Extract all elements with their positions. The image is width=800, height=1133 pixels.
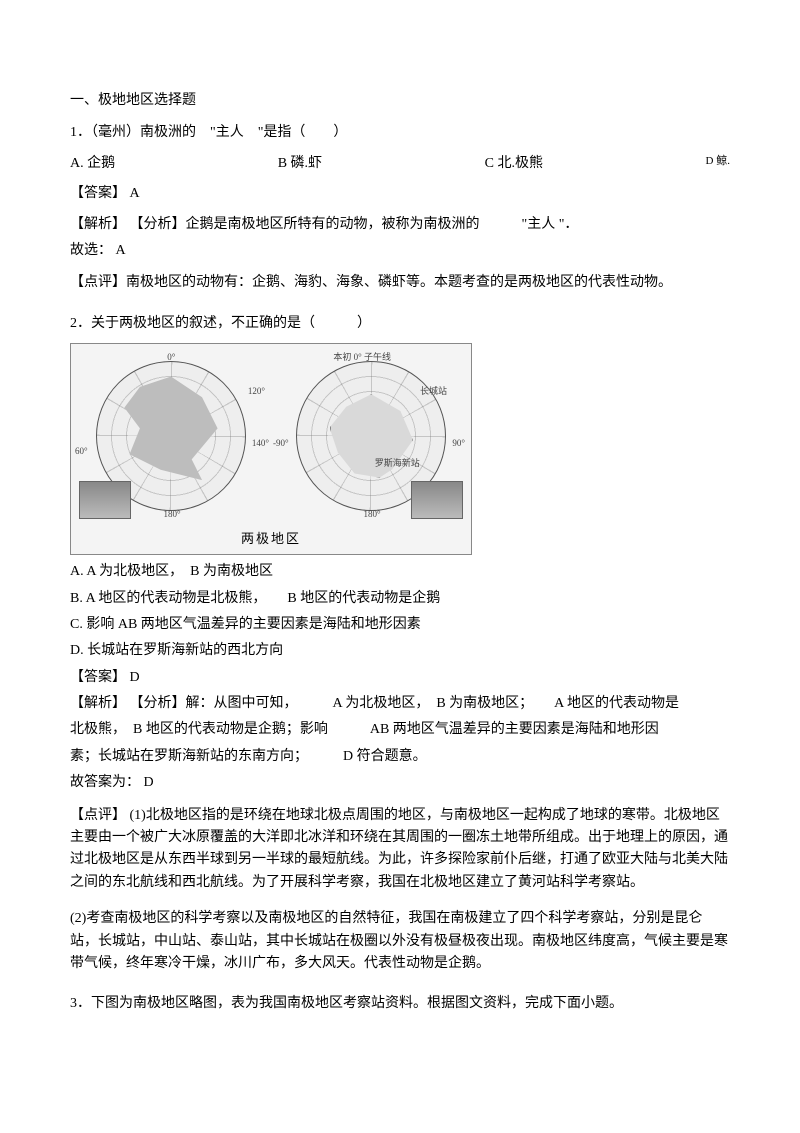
deg-n-bottom: 180° <box>163 507 180 521</box>
south-inset-photo <box>411 481 463 519</box>
q2-option-a: A. A 为北极地区， B 为南极地区 <box>70 561 730 583</box>
deg-n-top: 0° <box>167 350 175 364</box>
q1-option-b: B 磷.虾 <box>278 153 322 175</box>
q2-stem: 2．关于两极地区的叙述，不正确的是（ ） <box>70 313 730 335</box>
north-polar-map: 0° 60° 120° 140° 180° <box>77 350 265 521</box>
section-title: 一、极地地区选择题 <box>70 90 730 112</box>
q2-option-b: B. A 地区的代表动物是北极熊， B 地区的代表动物是企鹅 <box>70 588 730 610</box>
q1-explain-3: 【点评】南极地区的动物有：企鹅、海豹、海象、磷虾等。本题考查的是两极地区的代表性… <box>70 272 730 294</box>
q2-explain-1a: 【解析】 【分析】解：从图中可知， A 为北极地区， B 为南极地区； A 地区… <box>70 693 730 715</box>
south-label-changcheng: 长城站 <box>420 384 447 398</box>
figure-caption: 两极地区 <box>71 527 471 554</box>
q2-explain-1b: 北极熊， B 地区的代表动物是企鹅；影响 AB 两地区气温差异的主要因素是海陆和… <box>70 719 730 741</box>
south-polar-map: 本初 0° 子午线 -90° 90° 180° 长城站 罗斯海新站 <box>277 350 465 521</box>
q2-explain-1c: 素；长城站在罗斯海新站的东南方向； D 符合题意。 <box>70 746 730 768</box>
deg-s-bottom: 180° <box>363 507 380 521</box>
deg-s-top-label: 本初 0° 子午线 <box>333 350 391 364</box>
question-3: 3．下图为南极地区略图，表为我国南极地区考察站资料。根据图文资料，完成下面小题。 <box>70 993 730 1015</box>
q1-stem: 1．（毫州）南极洲的 "主人 "是指（ ） <box>70 122 730 144</box>
deg-s-left90: -90° <box>273 436 289 450</box>
deg-s-right: 90° <box>452 436 465 450</box>
q2-answer: 【答案】 D <box>70 667 730 689</box>
deg-n-right-b: 140° <box>252 436 269 450</box>
q2-explain-2: 故答案为： D <box>70 772 730 794</box>
q1-option-d: D 鲸. <box>706 153 730 175</box>
q1-answer: 【答案】 A <box>70 183 730 205</box>
deg-n-left: 60° <box>75 444 88 458</box>
q1-explain-2: 故选： A <box>70 240 730 262</box>
q1-option-c: C 北.极熊 <box>485 153 543 175</box>
q1-options-row: A. 企鹅 B 磷.虾 C 北.极熊 D 鲸. <box>70 153 730 175</box>
q3-stem: 3．下图为南极地区略图，表为我国南极地区考察站资料。根据图文资料，完成下面小题。 <box>70 993 730 1015</box>
polar-map-figure: 0° 60° 120° 140° 180° 本初 0° 子午线 -90° 90°… <box>70 343 472 555</box>
q1-explain-1: 【解析】 【分析】企鹅是南极地区所特有的动物，被称为南极洲的 "主人 "． <box>70 214 730 236</box>
north-landmass <box>119 377 223 481</box>
question-2: 2．关于两极地区的叙述，不正确的是（ ） 0° 60° 120° 140° 18… <box>70 313 730 976</box>
page-content: 一、极地地区选择题 1．（毫州）南极洲的 "主人 "是指（ ） A. 企鹅 B … <box>0 0 800 1064</box>
q1-option-a: A. 企鹅 <box>70 153 115 175</box>
q2-option-c: C. 影响 AB 两地区气温差异的主要因素是海陆和地形因素 <box>70 614 730 636</box>
north-inset-photo <box>79 481 131 519</box>
question-1: 1．（毫州）南极洲的 "主人 "是指（ ） A. 企鹅 B 磷.虾 C 北.极熊… <box>70 122 730 294</box>
q2-option-d: D. 长城站在罗斯海新站的西北方向 <box>70 640 730 662</box>
south-label-ross: 罗斯海新站 <box>375 456 420 470</box>
deg-n-right-a: 120° <box>248 384 265 398</box>
q2-explain-4: (2)考查南极地区的科学考察以及南极地区的自然特征，我国在南极建立了四个科学考察… <box>70 908 730 975</box>
q2-explain-3: 【点评】 (1)北极地区指的是环绕在地球北极点周围的地区，与南极地区一起构成了地… <box>70 805 730 895</box>
figure-maps-row: 0° 60° 120° 140° 180° 本初 0° 子午线 -90° 90°… <box>71 344 471 527</box>
